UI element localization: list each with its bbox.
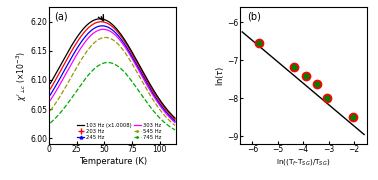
X-axis label: Temperature (K): Temperature (K) bbox=[79, 157, 147, 166]
Text: (a): (a) bbox=[54, 11, 68, 21]
Text: (b): (b) bbox=[247, 11, 261, 21]
Legend: 103 Hz (x1.0008), 203 Hz, 245 Hz, 303 Hz, 545 Hz, 745 Hz: 103 Hz (x1.0008), 203 Hz, 245 Hz, 303 Hz… bbox=[75, 122, 163, 141]
Y-axis label: ln($\tau$): ln($\tau$) bbox=[214, 65, 226, 86]
X-axis label: ln((T$_f$-T$_{SG}$)/T$_{SG}$): ln((T$_f$-T$_{SG}$)/T$_{SG}$) bbox=[276, 157, 330, 167]
Y-axis label: $\chi'_{\perp c}$ ($\times$10$^{-3}$): $\chi'_{\perp c}$ ($\times$10$^{-3}$) bbox=[15, 51, 29, 101]
